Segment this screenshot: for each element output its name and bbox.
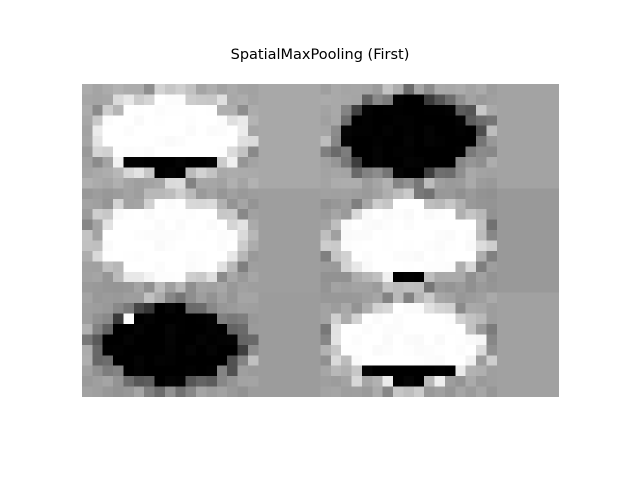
mosaic-tile bbox=[82, 84, 322, 189]
figure-title: SpatialMaxPooling (First) bbox=[230, 47, 410, 63]
feature-map-mosaic bbox=[82, 84, 559, 397]
mosaic-tile bbox=[82, 188, 322, 294]
mosaic-tile bbox=[320, 188, 559, 294]
mosaic-tile bbox=[82, 292, 322, 397]
mosaic-tile bbox=[320, 84, 559, 189]
mosaic-tile bbox=[320, 292, 559, 397]
